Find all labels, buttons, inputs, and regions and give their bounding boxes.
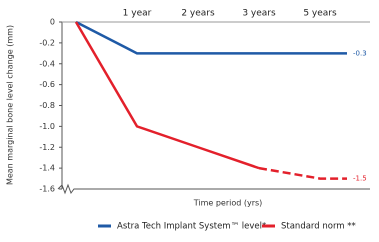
legend-label: Astra Tech Implant System™ level* <box>117 222 266 232</box>
series-line <box>74 21 347 180</box>
value-label: -1.5 <box>353 175 367 183</box>
series-line <box>75 20 347 55</box>
x-tick-label: 3 years <box>242 9 276 19</box>
x-tick-label: 5 years <box>303 9 337 19</box>
y-axis-label: Mean marginal bone level change (mm) <box>6 25 15 185</box>
x-axis-label: Time period (yrs) <box>193 199 263 208</box>
legend-label: Standard norm ** <box>281 222 356 232</box>
value-label: -0.3 <box>353 49 367 57</box>
y-tick-label: 0 <box>50 18 55 27</box>
y-tick-label: -1.6 <box>39 185 55 194</box>
y-tick-label: -0.4 <box>39 59 55 68</box>
y-tick-label: -1.0 <box>39 122 55 131</box>
y-tick-label: -0.8 <box>39 101 55 110</box>
axis-break <box>57 183 76 195</box>
y-tick-label: -1.2 <box>39 143 55 152</box>
y-tick-label: -0.2 <box>39 38 55 47</box>
x-tick-label: 1 year <box>123 9 152 19</box>
y-tick-label: -1.4 <box>39 164 55 173</box>
x-tick-label: 2 years <box>181 9 215 19</box>
y-tick-label: -0.6 <box>39 80 55 89</box>
